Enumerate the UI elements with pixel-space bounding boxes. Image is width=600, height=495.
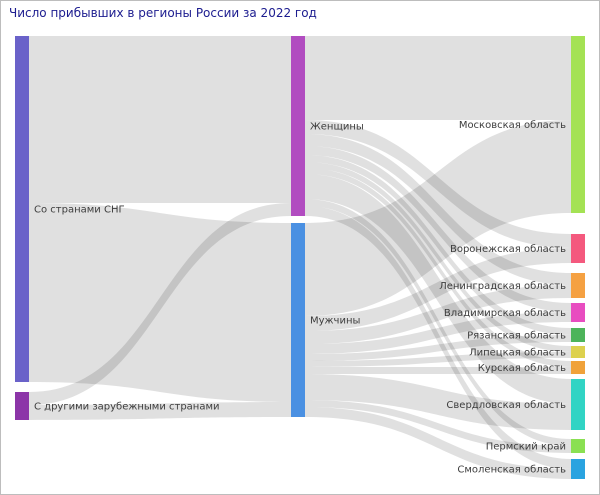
sankey-node-men[interactable] [291,223,305,417]
sankey-node-women[interactable] [291,36,305,216]
sankey-node-leningrad[interactable] [571,273,585,298]
sankey-node-label-leningrad: Ленинградская область [439,281,566,292]
sankey-link-men-perm[interactable] [305,400,571,453]
sankey-link-men-vladimir[interactable] [305,312,571,354]
sankey-link-women-kursk[interactable] [305,168,571,367]
sankey-node-label-ryazan: Рязанская область [467,331,566,342]
sankey-node-label-perm: Пермский край [486,442,566,453]
sankey-node-moscow[interactable] [571,36,585,213]
sankey-node-label-vladimir: Владимирская область [444,308,566,319]
sankey-node-other[interactable] [15,392,29,420]
sankey-link-men-moscow[interactable] [305,120,571,316]
sankey-node-label-kursk: Курская область [478,363,566,374]
sankey-link-women-lipetsk[interactable] [305,162,571,352]
sankey-node-perm[interactable] [571,439,585,453]
sankey-node-label-voronezh: Воронежская область [450,244,566,255]
sankey-link-women-sverdlovsk[interactable] [305,174,571,404]
sankey-link-men-kursk[interactable] [305,367,571,374]
sankey-node-label-lipetsk: Липецкая область [469,348,566,359]
sankey-node-ryazan[interactable] [571,328,585,342]
sankey-node-smolensk[interactable] [571,459,585,479]
sankey-link-men-lipetsk[interactable] [305,352,571,367]
sankey-link-cis-men[interactable] [29,203,291,402]
sankey-link-other-women[interactable] [29,203,291,405]
sankey-link-women-leningrad[interactable] [305,134,571,285]
sankey-node-vladimir[interactable] [571,303,585,322]
sankey-link-women-moscow[interactable] [305,36,571,120]
sankey-link-women-perm[interactable] [305,199,571,446]
sankey-node-label-other: С другими зарубежными странами [34,402,220,413]
sankey-node-label-cis: Со странами СНГ [34,205,125,216]
sankey-link-women-smolensk[interactable] [305,206,571,469]
sankey-link-women-vladimir[interactable] [305,146,571,312]
sankey-link-cis-women[interactable] [29,36,291,203]
sankey-node-voronezh[interactable] [571,234,585,263]
sankey-node-label-sverdlovsk: Свердловская область [446,400,566,411]
sankey-link-men-voronezh[interactable] [305,248,571,331]
sankey-link-women-ryazan[interactable] [305,155,571,335]
sankey-link-men-ryazan[interactable] [305,335,571,361]
sankey-node-label-women: Женщины [310,122,364,133]
sankey-link-men-sverdlovsk[interactable] [305,374,571,430]
sankey-node-lipetsk[interactable] [571,346,585,358]
sankey-link-women-voronezh[interactable] [305,120,571,248]
sankey-node-kursk[interactable] [571,361,585,374]
sankey-node-cis[interactable] [15,36,29,382]
sankey-link-other-men[interactable] [29,402,291,420]
sankey-node-label-men: Мужчины [310,316,360,327]
chart-title: Число прибывших в регионы России за 2022… [9,6,317,20]
sankey-node-label-moscow: Московская область [459,120,566,131]
sankey-link-men-smolensk[interactable] [305,407,571,479]
sankey-node-label-smolensk: Смоленская область [457,465,566,476]
sankey-node-sverdlovsk[interactable] [571,379,585,430]
sankey-link-men-leningrad[interactable] [305,285,571,344]
